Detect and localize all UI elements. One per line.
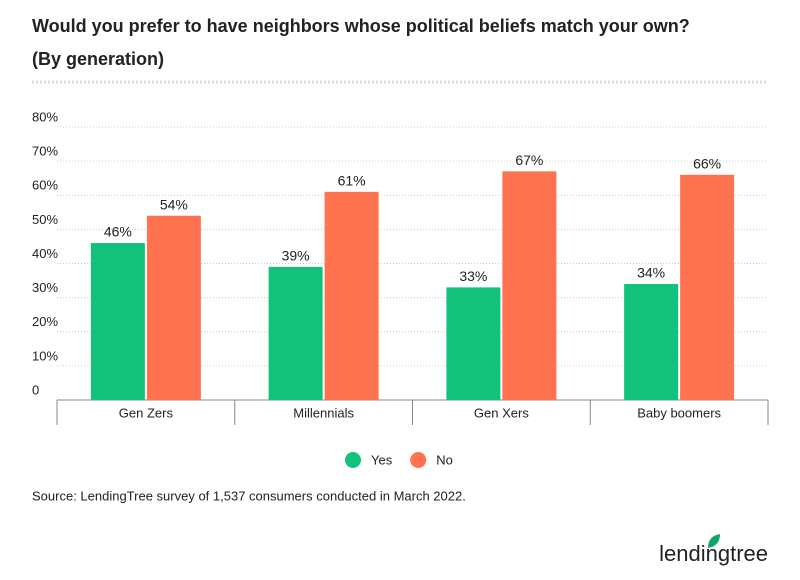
y-tick-label: 50% xyxy=(32,212,58,227)
x-tick-label: Gen Zers xyxy=(119,405,174,420)
x-tick-label: Gen Xers xyxy=(474,405,529,420)
bar xyxy=(446,287,501,400)
value-label: 39% xyxy=(282,248,310,264)
value-label: 54% xyxy=(160,196,188,212)
logo-leaf xyxy=(708,534,720,548)
y-tick-label: 80% xyxy=(32,109,58,124)
legend-swatch xyxy=(410,452,427,468)
y-tick-label: 20% xyxy=(32,314,58,329)
chart-title: Would you prefer to have neighbors whose… xyxy=(32,16,690,36)
y-tick-label: 70% xyxy=(32,144,58,159)
value-label: 67% xyxy=(515,152,543,168)
legend-label: No xyxy=(436,452,453,467)
value-label: 33% xyxy=(459,268,487,284)
bar xyxy=(680,174,735,400)
y-tick-label: 10% xyxy=(32,348,58,363)
bar xyxy=(90,243,145,400)
y-tick-label: 0 xyxy=(32,382,39,397)
bar xyxy=(502,171,557,400)
value-label: 34% xyxy=(637,265,665,281)
y-tick-label: 60% xyxy=(32,178,58,193)
logo-text: lendingtree xyxy=(659,541,768,566)
bar xyxy=(624,283,679,400)
value-label: 61% xyxy=(338,173,366,189)
x-tick-label: Baby boomers xyxy=(637,405,721,420)
bar xyxy=(146,215,201,400)
y-tick-label: 30% xyxy=(32,280,58,295)
y-tick-label: 40% xyxy=(32,246,58,261)
x-tick-label: Millennials xyxy=(293,405,354,420)
value-label: 66% xyxy=(693,155,721,171)
chart-subtitle: (By generation) xyxy=(32,49,164,69)
source: Source: LendingTree survey of 1,537 cons… xyxy=(32,488,466,503)
legend-label: Yes xyxy=(371,452,393,467)
bar xyxy=(324,191,379,400)
legend-swatch xyxy=(345,452,361,468)
logo: lendingtree xyxy=(659,534,768,566)
bar xyxy=(268,266,323,400)
value-label: 46% xyxy=(104,224,132,240)
